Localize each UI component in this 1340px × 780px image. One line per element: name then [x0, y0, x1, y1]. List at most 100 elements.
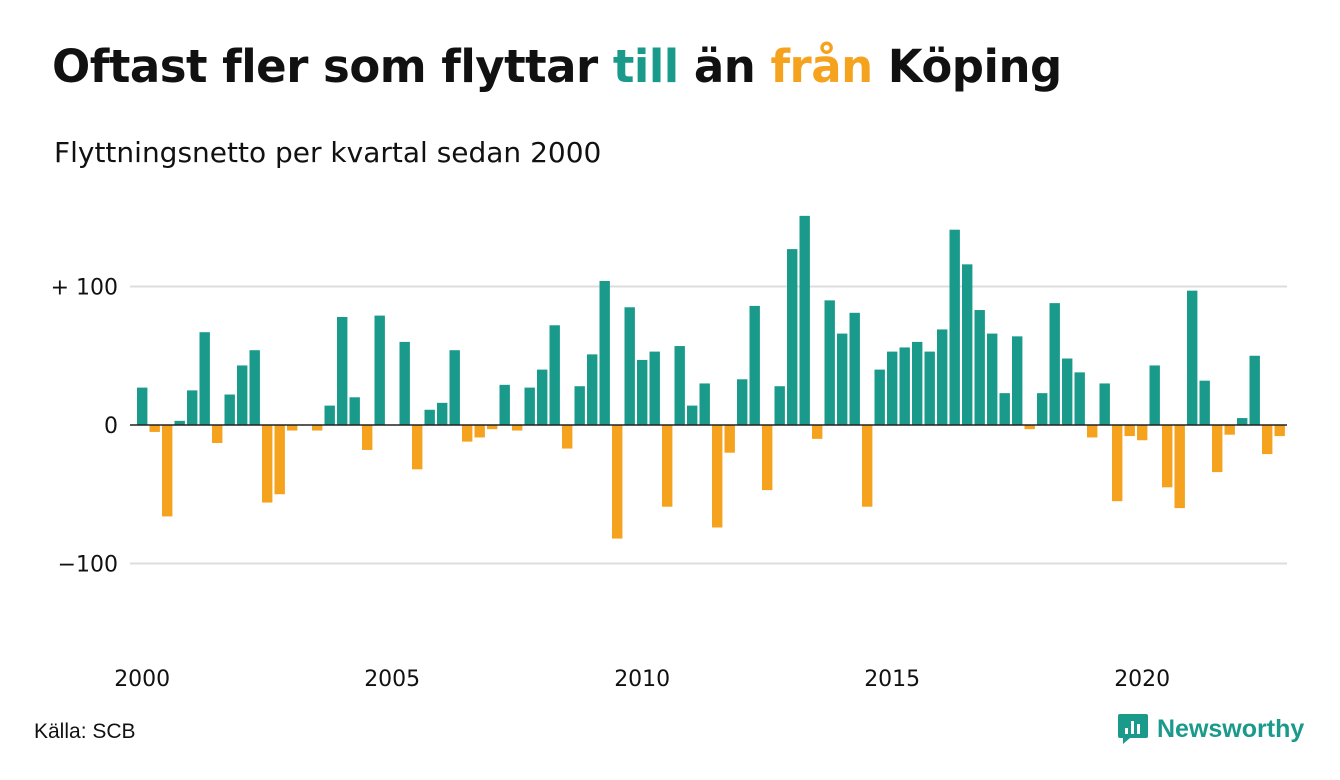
- bar: [987, 333, 998, 425]
- bar: [412, 425, 423, 470]
- bars: [137, 215, 1285, 539]
- bar: [762, 425, 773, 491]
- bar: [249, 350, 260, 425]
- bar: [849, 312, 860, 425]
- bar: [574, 386, 585, 425]
- y-tick-label: + 100: [51, 276, 118, 301]
- bar: [1024, 425, 1035, 430]
- bar: [1012, 336, 1023, 425]
- bar: [137, 387, 148, 425]
- title-word-fran: från: [770, 40, 873, 93]
- bar: [362, 425, 373, 450]
- bar: [399, 341, 410, 425]
- bar: [512, 425, 523, 431]
- chart-subtitle: Flyttningsnetto per kvartal sedan 2000: [54, 136, 602, 169]
- bar: [887, 351, 898, 425]
- bar: [1262, 425, 1273, 455]
- bar: [737, 379, 748, 425]
- bar: [1037, 393, 1048, 425]
- bar: [1112, 425, 1123, 502]
- bar: [1099, 383, 1110, 425]
- bar: [1199, 380, 1210, 425]
- bar: [187, 390, 198, 425]
- bar: [912, 341, 923, 425]
- bar: [974, 310, 985, 425]
- bar: [1212, 425, 1223, 473]
- bar: [687, 405, 698, 425]
- bar: [499, 384, 510, 425]
- bar: [924, 351, 935, 425]
- chart-title: Oftast fler som flyttar till än från Köp…: [52, 40, 1062, 93]
- bar: [1274, 425, 1285, 437]
- bar: [324, 405, 335, 425]
- bar: [1237, 418, 1248, 425]
- bar: [374, 315, 385, 425]
- bar: [799, 215, 810, 425]
- bar: [787, 249, 798, 425]
- brand-name: Newsworthy: [1157, 714, 1305, 743]
- bar: [474, 425, 485, 438]
- bar: [774, 386, 785, 425]
- bar: [937, 329, 948, 425]
- bar: [662, 425, 673, 507]
- bar: [1137, 425, 1148, 441]
- grid-lines: [130, 285, 1287, 565]
- bar: [1124, 425, 1135, 437]
- title-word-till: till: [612, 40, 679, 93]
- bar: [337, 316, 348, 425]
- bar: [962, 264, 973, 425]
- title-part-2: än: [678, 40, 771, 93]
- title-part-1: Oftast fler som flyttar: [52, 40, 613, 93]
- bar: [749, 305, 760, 425]
- bar: [1224, 425, 1235, 435]
- bar: [274, 425, 285, 495]
- bar: [287, 425, 298, 431]
- x-tick-labels: 2000 2005 2010 2015 2020: [114, 667, 1170, 692]
- bar: [587, 354, 598, 425]
- bar: [224, 394, 235, 425]
- x-tick-label: 2005: [364, 667, 420, 692]
- bar: [349, 397, 360, 425]
- bar: [824, 300, 835, 425]
- bar: [424, 409, 435, 425]
- source-note: Källa: SCB: [34, 720, 136, 743]
- brand-logo[interactable]: Newsworthy: [1117, 712, 1304, 746]
- bar: [1149, 365, 1160, 425]
- title-part-3: Köping: [872, 40, 1062, 93]
- bar: [162, 425, 173, 517]
- bar: [312, 425, 323, 431]
- newsworthy-logo-icon: [1118, 714, 1148, 744]
- bar: [999, 393, 1010, 425]
- bar: [1249, 355, 1260, 425]
- bar: [862, 425, 873, 507]
- x-tick-label: 2000: [114, 667, 170, 692]
- bar: [1162, 425, 1173, 488]
- bar: [949, 229, 960, 425]
- bar: [712, 425, 723, 528]
- bar: [674, 346, 685, 425]
- x-tick-label: 2010: [614, 667, 670, 692]
- bar: [487, 425, 498, 430]
- bar: [537, 369, 548, 425]
- bar: [199, 332, 210, 425]
- x-tick-label: 2020: [1114, 667, 1170, 692]
- bar: [1174, 425, 1185, 509]
- bar: [837, 333, 848, 425]
- bar: [562, 425, 573, 449]
- bar: [462, 425, 473, 442]
- bar: [724, 425, 735, 453]
- bar: [812, 425, 823, 439]
- bar: [212, 425, 223, 444]
- bar: [637, 359, 648, 425]
- bar: [449, 350, 460, 425]
- bar: [262, 425, 273, 503]
- bar: [1087, 425, 1098, 438]
- bar: [524, 387, 535, 425]
- bar: [612, 425, 623, 539]
- bar: [1049, 303, 1060, 425]
- bar: [599, 280, 610, 425]
- bar: [1187, 290, 1198, 425]
- bar: [437, 402, 448, 425]
- bar: [649, 351, 660, 425]
- y-tick-labels: + 100 0 −100: [51, 276, 118, 578]
